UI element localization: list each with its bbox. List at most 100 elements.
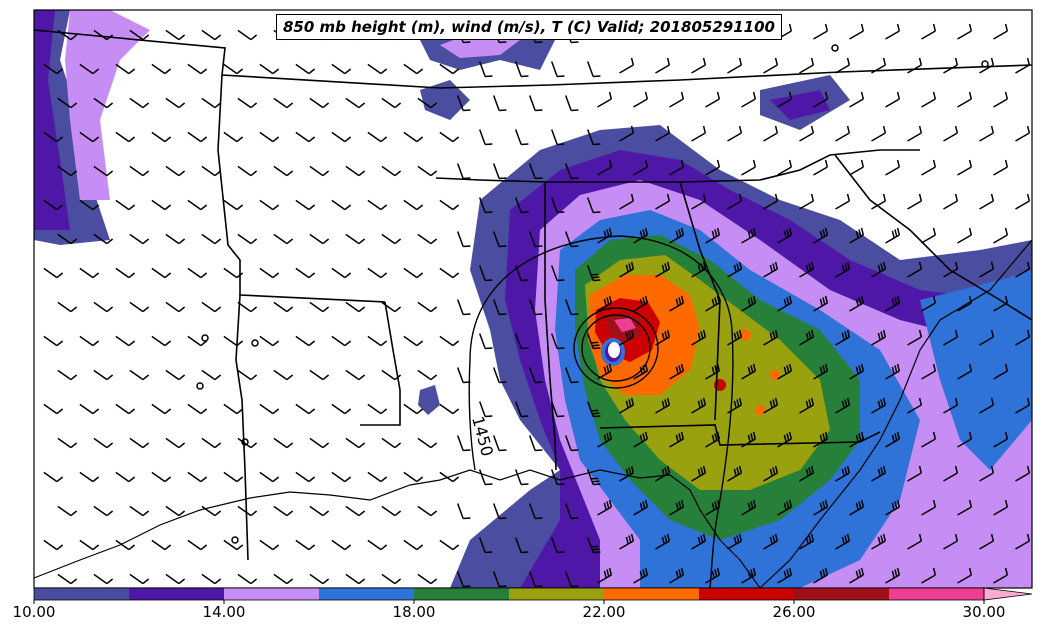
wind-barb: [993, 363, 1009, 380]
wind-barb: [165, 165, 186, 177]
wind-barb: [619, 57, 635, 74]
wind-barb: [403, 131, 424, 143]
wind-barb: [93, 301, 114, 313]
wind-barb: [849, 295, 865, 312]
wind-barb: [655, 57, 671, 74]
wind-barb: [597, 567, 613, 584]
wind-barb: [921, 499, 937, 516]
calm-wind-circle: [201, 334, 209, 342]
wind-barb: [586, 265, 601, 282]
wind-barb: [403, 471, 424, 483]
wind-barb: [367, 403, 388, 415]
wind-barb: [439, 267, 460, 279]
wind-barb: [93, 165, 114, 177]
wind-barb: [309, 301, 330, 313]
colorbar-segment: [604, 588, 700, 600]
wind-barb: [223, 539, 244, 551]
calm-wind-circle: [231, 536, 239, 544]
wind-barb: [655, 533, 671, 550]
wind-barb: [669, 431, 685, 448]
wind-barb: [741, 159, 757, 176]
wind-barb: [115, 335, 136, 347]
wind-barb: [439, 63, 460, 75]
wind-barb: [957, 499, 973, 516]
wind-barb: [403, 63, 424, 75]
wind-barb: [93, 369, 114, 381]
wind-barb: [957, 91, 973, 108]
wind-barb: [259, 403, 280, 415]
wind-barb: [907, 193, 923, 210]
wind-barb: [478, 197, 493, 214]
wind-barb: [129, 369, 150, 381]
wind-barb: [345, 505, 366, 517]
wind-barb: [417, 97, 438, 109]
wind-barb: [43, 267, 64, 279]
wind-barb: [57, 369, 78, 381]
wind-barb: [57, 165, 78, 177]
wind-barb: [550, 61, 565, 78]
wind-barb: [705, 227, 721, 244]
wind-barb: [93, 437, 114, 449]
wind-barb: [813, 499, 829, 516]
wind-barb: [835, 261, 851, 278]
wind-barb: [309, 97, 330, 109]
wind-barb: [705, 159, 721, 176]
wind-barb: [345, 301, 366, 313]
wind-barb: [550, 197, 565, 214]
wind-barb: [885, 227, 901, 244]
wind-barb: [331, 131, 352, 143]
wind-barb: [165, 505, 186, 517]
wind-barb: [619, 465, 635, 482]
wind-barb: [943, 329, 959, 346]
wind-barb: [403, 403, 424, 415]
wind-barb: [586, 333, 601, 350]
wind-barb: [439, 131, 460, 143]
wind-barb: [777, 363, 793, 380]
colorbar-segment: [34, 588, 130, 600]
colorbar-segment: [889, 588, 985, 600]
wind-barb: [456, 163, 471, 180]
wind-barb: [871, 193, 887, 210]
wind-barb: [705, 91, 721, 108]
wind-barb: [237, 369, 258, 381]
wind-barb: [201, 301, 222, 313]
wind-barb: [586, 197, 601, 214]
wind-barb: [885, 23, 901, 40]
wind-barb: [979, 261, 995, 278]
wind-barb: [331, 335, 352, 347]
wind-barb: [331, 267, 352, 279]
wind-barb: [151, 267, 172, 279]
wind-barb: [727, 57, 743, 74]
wind-barb: [799, 329, 815, 346]
wind-barb: [849, 567, 865, 584]
wind-barb: [871, 533, 887, 550]
wind-barb: [957, 431, 973, 448]
wind-barb: [528, 571, 543, 588]
wind-barb: [295, 199, 316, 211]
colorbar-extend-arrow: [983, 587, 1033, 601]
wind-barb: [921, 227, 937, 244]
wind-barb: [201, 573, 222, 585]
wind-barb: [223, 131, 244, 143]
wind-barb: [1015, 329, 1031, 346]
calm-wind-circle: [241, 438, 249, 446]
wind-barb: [1015, 465, 1031, 482]
wind-barb: [187, 131, 208, 143]
wind-barb: [165, 437, 186, 449]
wind-barb: [669, 159, 685, 176]
wind-barb: [1015, 57, 1031, 74]
wind-barb: [655, 261, 671, 278]
wind-barb: [79, 471, 100, 483]
wind-barb: [273, 505, 294, 517]
wind-barb: [439, 539, 460, 551]
wind-barb: [439, 403, 460, 415]
wind-barb: [345, 573, 366, 585]
wind-barb: [619, 397, 635, 414]
wind-barb: [799, 533, 815, 550]
wind-barb: [129, 29, 150, 41]
wind-barb: [871, 397, 887, 414]
wind-barb: [741, 295, 757, 312]
wind-barb: [741, 499, 757, 516]
wind-barb: [478, 469, 493, 486]
wind-barb: [849, 23, 865, 40]
